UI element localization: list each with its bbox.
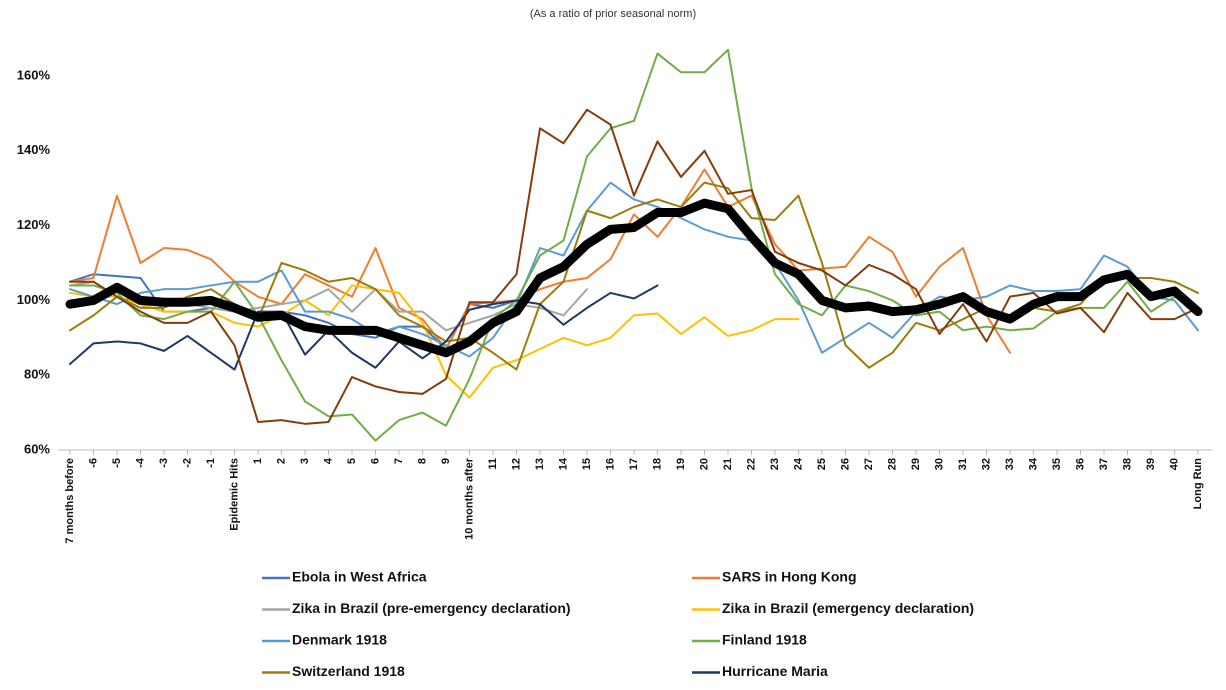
x-tick-label: 10 months after bbox=[463, 457, 475, 540]
x-tick-label: 7 bbox=[393, 458, 405, 464]
x-tick-label: 9 bbox=[440, 458, 452, 464]
x-tick-label: 5 bbox=[346, 458, 358, 464]
y-tick-label: 60% bbox=[24, 441, 50, 456]
y-tick-label: 120% bbox=[17, 217, 51, 232]
x-tick-label: 31 bbox=[957, 458, 969, 470]
x-tick-label: 18 bbox=[651, 458, 663, 470]
x-tick-label: 25 bbox=[816, 458, 828, 470]
legend-label: Zika in Brazil (emergency declaration) bbox=[722, 600, 974, 616]
x-tick-label: 29 bbox=[910, 458, 922, 470]
x-tick-label: 2 bbox=[275, 458, 287, 464]
x-tick-label: 39 bbox=[1145, 458, 1157, 470]
x-tick-label: 28 bbox=[886, 458, 898, 470]
x-tick-label: 21 bbox=[722, 458, 734, 470]
x-tick-label: 40 bbox=[1168, 458, 1180, 470]
x-tick-label: 27 bbox=[863, 458, 875, 470]
x-tick-label: 17 bbox=[628, 458, 640, 470]
legend-label: SARS in Hong Kong bbox=[722, 569, 857, 585]
x-tick-label: 37 bbox=[1098, 458, 1110, 470]
x-tick-label: 32 bbox=[980, 458, 992, 470]
legend-label: Finland 1918 bbox=[722, 632, 807, 648]
x-tick-label: 8 bbox=[416, 458, 428, 464]
x-tick-label: 1 bbox=[252, 458, 264, 464]
x-tick-label: 33 bbox=[1004, 458, 1016, 470]
x-tick-label: 13 bbox=[534, 458, 546, 470]
legend-label: Zika in Brazil (pre-emergency declaratio… bbox=[292, 600, 571, 616]
x-tick-label: -5 bbox=[111, 458, 123, 468]
x-tick-label: 12 bbox=[510, 458, 522, 470]
y-tick-label: 100% bbox=[17, 292, 51, 307]
legend-label: Hurricane Maria bbox=[722, 663, 828, 679]
x-tick-label: 15 bbox=[581, 458, 593, 470]
x-tick-label: 30 bbox=[933, 458, 945, 470]
x-tick-label: 6 bbox=[369, 458, 381, 464]
x-tick-label: Epidemic Hits bbox=[228, 458, 240, 531]
x-tick-label: 34 bbox=[1027, 457, 1039, 470]
x-tick-label: 4 bbox=[322, 457, 334, 464]
x-tick-label: Long Run bbox=[1192, 458, 1204, 510]
series-line bbox=[69, 284, 659, 371]
x-tick-label: -1 bbox=[205, 458, 217, 468]
x-tick-label: 3 bbox=[299, 458, 311, 464]
series-line bbox=[69, 181, 1199, 358]
x-tick-label: 14 bbox=[557, 457, 569, 470]
x-tick-label: 35 bbox=[1051, 458, 1063, 470]
y-tick-label: 160% bbox=[17, 67, 51, 82]
series-line bbox=[69, 48, 1199, 442]
x-tick-label: 7 months before bbox=[64, 458, 76, 544]
y-tick-label: 140% bbox=[17, 142, 51, 157]
x-tick-label: -4 bbox=[134, 457, 146, 468]
x-tick-label: 20 bbox=[698, 458, 710, 470]
x-tick-label: 16 bbox=[604, 458, 616, 470]
y-tick-label: 80% bbox=[24, 367, 50, 382]
series-line bbox=[69, 108, 1199, 425]
x-tick-label: -3 bbox=[158, 458, 170, 468]
x-tick-label: 23 bbox=[769, 458, 781, 470]
x-tick-label: 38 bbox=[1121, 458, 1133, 470]
x-tick-label: 11 bbox=[487, 458, 499, 470]
x-tick-label: 19 bbox=[675, 458, 687, 470]
x-tick-label: 22 bbox=[745, 458, 757, 470]
legend-label: Switzerland 1918 bbox=[292, 663, 405, 679]
legend-label: Denmark 1918 bbox=[292, 632, 387, 648]
x-tick-label: 24 bbox=[792, 457, 804, 470]
x-tick-label: 36 bbox=[1074, 458, 1086, 470]
series-line bbox=[69, 168, 1011, 354]
chart-subtitle: (As a ratio of prior seasonal norm) bbox=[530, 8, 696, 20]
series-line bbox=[65, 198, 1203, 358]
x-tick-label: -6 bbox=[87, 458, 99, 468]
x-tick-label: 26 bbox=[839, 458, 851, 470]
series-line bbox=[69, 181, 1199, 371]
legend-label: Ebola in West Africa bbox=[292, 569, 427, 585]
x-tick-label: -2 bbox=[181, 458, 193, 468]
